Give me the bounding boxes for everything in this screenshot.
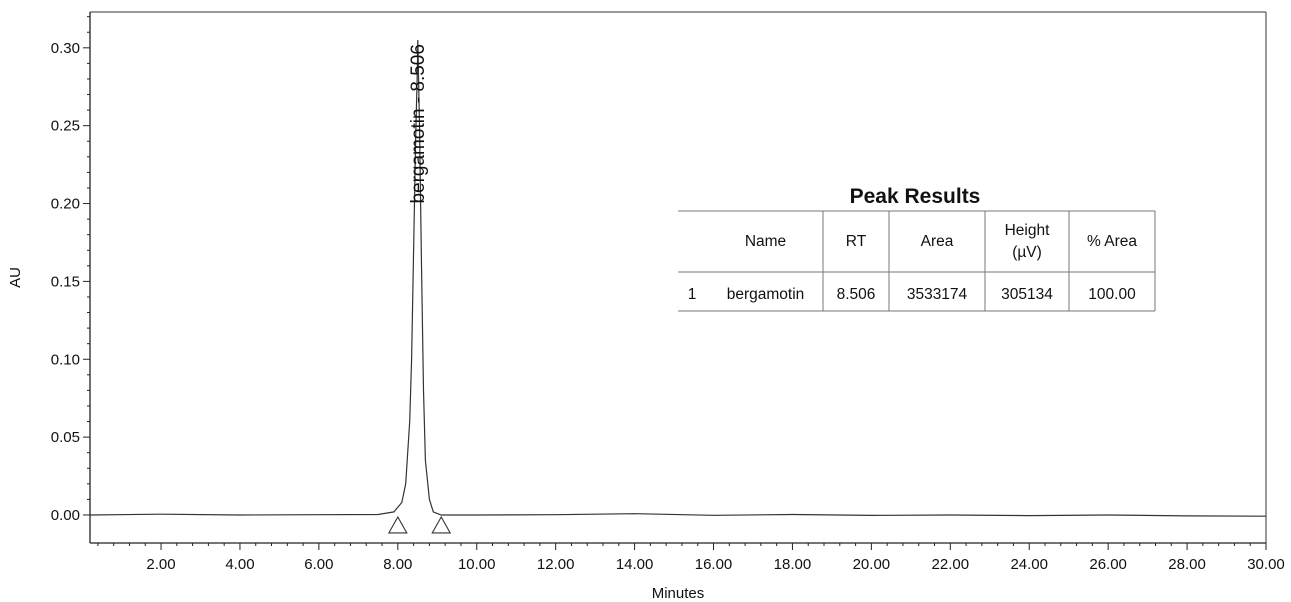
x-tick-label: 20.00 bbox=[853, 556, 891, 573]
peak-table-grid bbox=[678, 210, 1156, 312]
table-header-cell: RT bbox=[846, 233, 867, 250]
table-cell: 305134 bbox=[1001, 286, 1053, 303]
y-tick-label: 0.30 bbox=[51, 40, 80, 57]
table-cell: 8.506 bbox=[837, 286, 876, 303]
y-tick-label: 0.00 bbox=[51, 507, 80, 524]
x-tick-label: 8.00 bbox=[383, 556, 412, 573]
y-tick-label: 0.10 bbox=[51, 351, 80, 368]
x-axis-label: Minutes bbox=[652, 585, 705, 602]
x-tick-label: 14.00 bbox=[616, 556, 654, 573]
table-cell: 3533174 bbox=[907, 286, 968, 303]
table-cell: bergamotin bbox=[727, 286, 805, 303]
x-tick-label: 10.00 bbox=[458, 556, 496, 573]
table-header-cell: % Area bbox=[1087, 233, 1137, 250]
y-tick-label: 0.20 bbox=[51, 196, 80, 213]
x-tick-label: 2.00 bbox=[146, 556, 175, 573]
peak-table-header-row: Name RT Area Height (µV) % Area bbox=[745, 222, 1138, 261]
table-header-cell: Area bbox=[921, 233, 954, 250]
y-axis-ticks: 0.00 0.05 0.10 0.15 0.20 0.25 0.30 bbox=[51, 16, 90, 524]
x-axis-ticks: 2.00 4.00 6.00 8.00 10.00 12.00 14.00 16.00 18.0… bbox=[97, 543, 1285, 573]
baseline-marker bbox=[431, 515, 452, 534]
table-header-cell: (µV) bbox=[1012, 244, 1042, 261]
peak-table-body: 1 bergamotin 8.506 3533174 305134 100.00 bbox=[688, 286, 1136, 303]
y-axis-label: AU bbox=[7, 267, 24, 288]
baseline-marker bbox=[387, 515, 408, 534]
x-tick-label: 22.00 bbox=[932, 556, 970, 573]
x-tick-label: 26.00 bbox=[1089, 556, 1127, 573]
x-tick-label: 18.00 bbox=[774, 556, 812, 573]
table-header-cell: Name bbox=[745, 233, 786, 250]
x-tick-label: 6.00 bbox=[304, 556, 333, 573]
x-tick-label: 30.00 bbox=[1247, 556, 1285, 573]
chromatogram-trace bbox=[89, 39, 1267, 517]
y-tick-label: 0.05 bbox=[51, 429, 80, 446]
peak-annotation-label: bergamotin - 8.506 bbox=[408, 44, 429, 204]
table-cell: 1 bbox=[688, 286, 697, 303]
table-cell: 100.00 bbox=[1088, 286, 1136, 303]
x-tick-label: 16.00 bbox=[695, 556, 733, 573]
x-tick-label: 24.00 bbox=[1010, 556, 1048, 573]
peak-baseline-markers bbox=[387, 515, 452, 534]
table-header-cell: Height bbox=[1005, 222, 1050, 239]
x-tick-label: 4.00 bbox=[225, 556, 254, 573]
x-tick-label: 28.00 bbox=[1168, 556, 1206, 573]
x-tick-label: 12.00 bbox=[537, 556, 575, 573]
y-tick-label: 0.25 bbox=[51, 118, 80, 135]
peak-table-title: Peak Results bbox=[850, 185, 981, 208]
y-tick-label: 0.15 bbox=[51, 273, 80, 290]
